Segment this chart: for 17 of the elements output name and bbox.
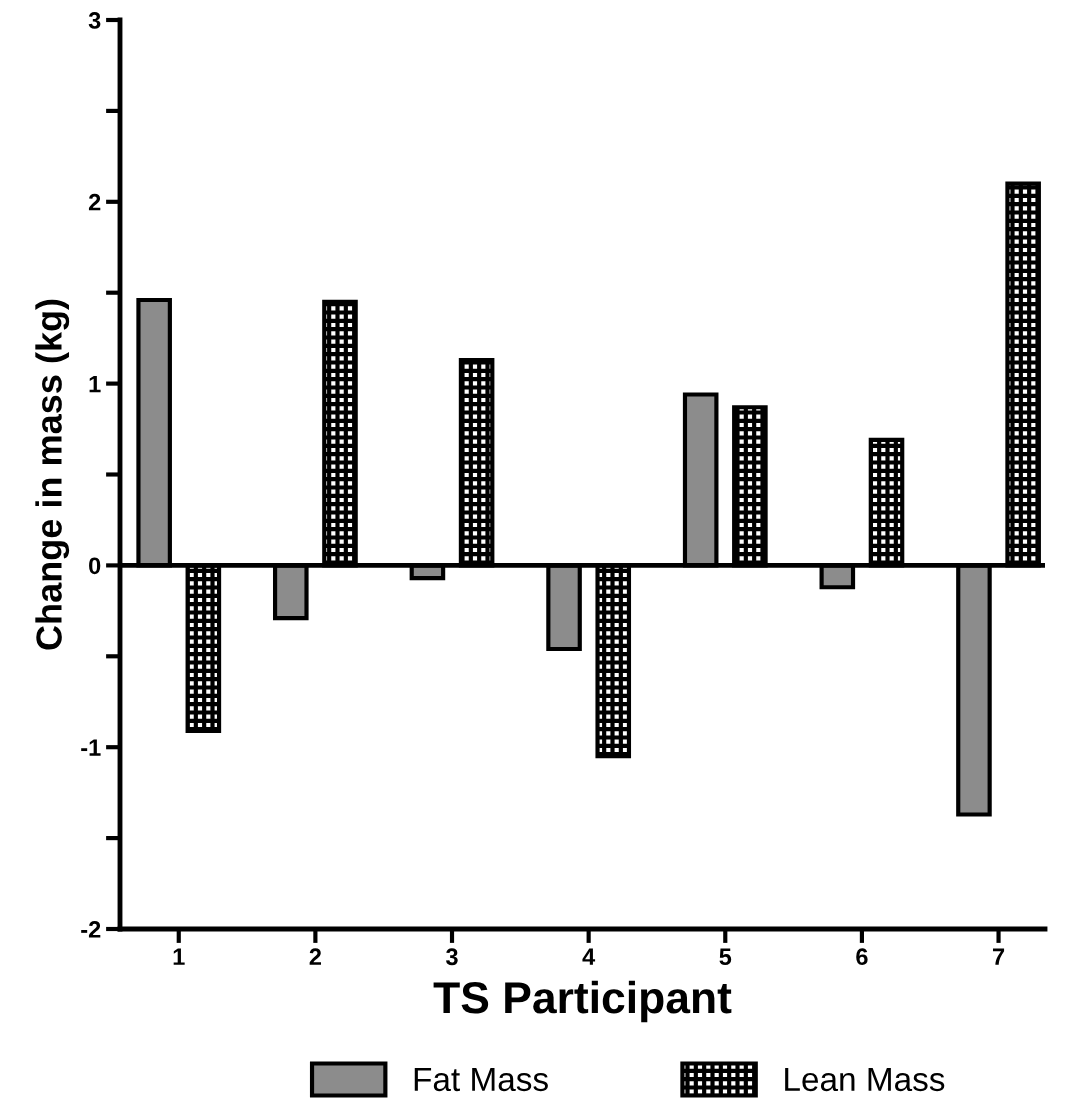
x-tick-label: 3: [445, 948, 458, 966]
x-tick-label: 7: [992, 948, 1005, 965]
legend-label: Fat Mass: [414, 1067, 548, 1092]
y-tick-label: 0: [89, 557, 101, 575]
x-tick-label: 5: [719, 948, 732, 966]
x-tick-label: 1: [173, 948, 185, 965]
x-tick-label: 2: [309, 948, 321, 965]
y-tick-label: 1: [89, 375, 101, 393]
x-tick-label: 6: [856, 948, 868, 966]
legend-label: Lean Mass: [785, 1067, 945, 1092]
y-tick-label: 3: [88, 12, 101, 29]
y-axis-title: Change in mass (kg): [35, 299, 70, 650]
y-tick-label: -2: [81, 921, 101, 938]
y-tick-label: -1: [81, 739, 101, 756]
x-axis-title: TS Participant: [433, 980, 732, 1023]
y-tick-label: 2: [88, 193, 101, 211]
x-tick-label: 4: [582, 948, 596, 965]
